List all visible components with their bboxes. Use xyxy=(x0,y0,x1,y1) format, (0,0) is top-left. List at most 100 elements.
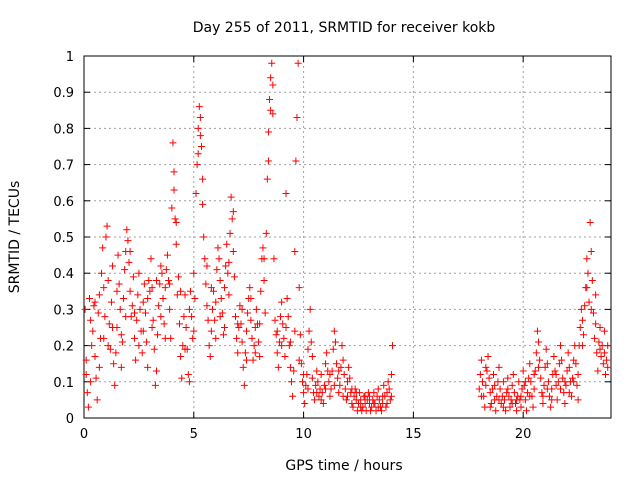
data-point xyxy=(134,291,142,299)
data-point xyxy=(194,150,202,158)
data-point xyxy=(179,342,187,350)
data-point xyxy=(505,392,513,400)
data-point xyxy=(537,374,545,382)
data-point xyxy=(370,400,378,408)
data-point xyxy=(304,385,312,393)
data-point xyxy=(326,371,334,379)
data-point xyxy=(278,342,286,350)
data-point xyxy=(551,367,559,375)
data-point xyxy=(365,392,373,400)
data-point xyxy=(204,316,212,324)
data-point xyxy=(286,363,294,371)
data-point xyxy=(484,352,492,360)
data-point xyxy=(525,374,533,382)
data-point xyxy=(115,280,123,288)
x-axis-label: GPS time / hours xyxy=(285,458,402,474)
data-point xyxy=(541,363,549,371)
data-point xyxy=(166,305,174,313)
data-point xyxy=(192,190,200,198)
data-point xyxy=(564,349,572,357)
data-point xyxy=(109,262,117,270)
data-point xyxy=(498,392,506,400)
data-point xyxy=(227,193,235,201)
data-point xyxy=(156,280,164,288)
data-point xyxy=(313,367,321,375)
data-point xyxy=(267,74,275,82)
data-point xyxy=(85,295,93,303)
data-point xyxy=(586,219,594,227)
data-point xyxy=(345,363,353,371)
data-point xyxy=(317,396,325,404)
data-point xyxy=(157,313,165,321)
data-point xyxy=(496,385,504,393)
data-point xyxy=(90,302,98,310)
data-point xyxy=(277,313,285,321)
data-point xyxy=(100,334,108,342)
data-point xyxy=(503,389,511,397)
data-point xyxy=(92,374,100,382)
data-point xyxy=(562,381,570,389)
data-point xyxy=(238,305,246,313)
data-point xyxy=(201,255,209,263)
data-point xyxy=(594,367,602,375)
data-point xyxy=(248,334,256,342)
data-point xyxy=(552,381,560,389)
data-point xyxy=(341,385,349,393)
data-point xyxy=(357,403,365,411)
data-point xyxy=(477,392,485,400)
data-point xyxy=(120,295,128,303)
data-point xyxy=(604,363,612,371)
data-point xyxy=(554,378,562,386)
data-point xyxy=(530,385,538,393)
data-point xyxy=(531,367,539,375)
data-point xyxy=(195,103,203,111)
data-point xyxy=(574,371,582,379)
data-point xyxy=(380,381,388,389)
data-point xyxy=(197,143,205,150)
data-point xyxy=(177,287,185,295)
data-point xyxy=(595,338,603,346)
data-point xyxy=(118,338,126,346)
data-point xyxy=(328,367,336,375)
data-point xyxy=(215,255,223,263)
data-point xyxy=(232,313,240,321)
data-point xyxy=(207,327,215,335)
data-point xyxy=(323,349,331,357)
data-point xyxy=(190,269,198,277)
data-point xyxy=(387,371,395,379)
data-point xyxy=(334,374,342,382)
data-point xyxy=(298,378,306,386)
data-points xyxy=(81,59,612,415)
x-axis-ticks: 0 5 10 15 20 xyxy=(80,56,531,442)
data-point xyxy=(285,342,293,350)
data-point xyxy=(162,266,170,274)
data-point xyxy=(260,255,268,263)
data-point xyxy=(91,298,99,306)
data-point xyxy=(573,381,581,389)
y-tick-label: 0.8 xyxy=(53,122,74,137)
data-point xyxy=(217,295,225,303)
data-point xyxy=(152,367,160,375)
data-point xyxy=(145,276,153,284)
data-point xyxy=(565,363,573,371)
data-point xyxy=(233,334,241,342)
y-tick-label: 0.1 xyxy=(53,376,74,391)
y-tick-label: 0.5 xyxy=(53,231,74,246)
data-point xyxy=(486,403,494,411)
data-point xyxy=(111,381,119,389)
data-point xyxy=(479,378,487,386)
data-point xyxy=(556,385,564,393)
data-point xyxy=(333,360,341,368)
data-point xyxy=(93,396,101,404)
data-point xyxy=(82,356,90,364)
data-point xyxy=(517,403,525,411)
data-point xyxy=(378,407,386,415)
data-point xyxy=(185,378,193,386)
data-point xyxy=(152,276,160,284)
data-point xyxy=(384,378,392,386)
y-tick-label: 1 xyxy=(66,50,74,65)
data-point xyxy=(81,305,89,313)
data-point xyxy=(578,316,586,324)
data-point xyxy=(157,262,165,270)
